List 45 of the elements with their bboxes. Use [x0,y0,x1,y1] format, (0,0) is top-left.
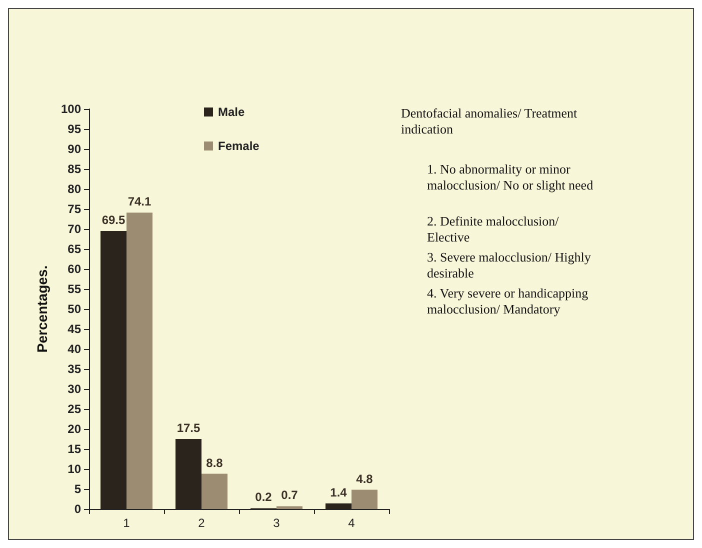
y-tick-label: 75 [68,202,82,216]
text: 1. No abnormality or minor malocclusion/ No or slight need [427,162,594,192]
text: 3. Severe malocclusion/ Highly desirable [427,250,594,280]
y-tick-label: 30 [68,382,82,396]
bar [352,490,378,509]
y-tick-label: 0 [74,502,82,516]
y-tick-label: 40 [68,342,82,356]
data-label: 0.2 [255,490,272,504]
y-tick-label: 45 [68,322,82,336]
y-tick-label: 100 [60,102,82,116]
x-tick-label: 4 [348,516,356,530]
data-label: 1.4 [330,485,348,500]
y-axis-title: Percentages. [34,265,50,353]
data-label: 8.8 [206,456,224,470]
bar [202,474,228,509]
y-tick-label: 90 [68,142,82,156]
y-tick-label: 95 [68,122,82,136]
data-label: 69.5 [102,213,126,227]
y-tick-label: 10 [68,462,82,476]
legend-label: Male [218,105,246,119]
y-tick-label: 55 [68,282,82,296]
data-label: 74.1 [128,194,152,209]
x-tick-label: 3 [273,516,280,530]
y-tick-label: 85 [68,162,82,176]
text: 2. Definite malocclusion/ Elective [427,214,562,244]
bar [276,506,302,509]
y-tick-label: 5 [74,482,82,496]
y-tick-label: 35 [68,362,82,376]
text: 4. Very severe or handicapping malocclusion/ Mandatory [427,286,592,316]
y-tick-label: 65 [68,242,82,256]
y-tick-label: 80 [68,182,82,196]
y-tick-label: 50 [68,302,82,316]
text: Dentofacial anomalies/ Treatment indication [401,106,580,136]
x-tick-label: 2 [198,516,206,530]
y-tick-label: 60 [68,262,82,276]
y-tick-label: 70 [68,222,82,236]
y-tick-label: 25 [68,402,82,416]
y-tick-label: 15 [68,442,82,456]
data-label: 17.5 [176,421,200,435]
legend-label: Female [218,139,260,153]
x-tick-label: 1 [123,516,130,530]
data-label: 4.8 [356,472,374,486]
data-label: 0.7 [281,488,298,502]
y-tick-label: 20 [68,422,82,436]
bar [126,212,152,509]
